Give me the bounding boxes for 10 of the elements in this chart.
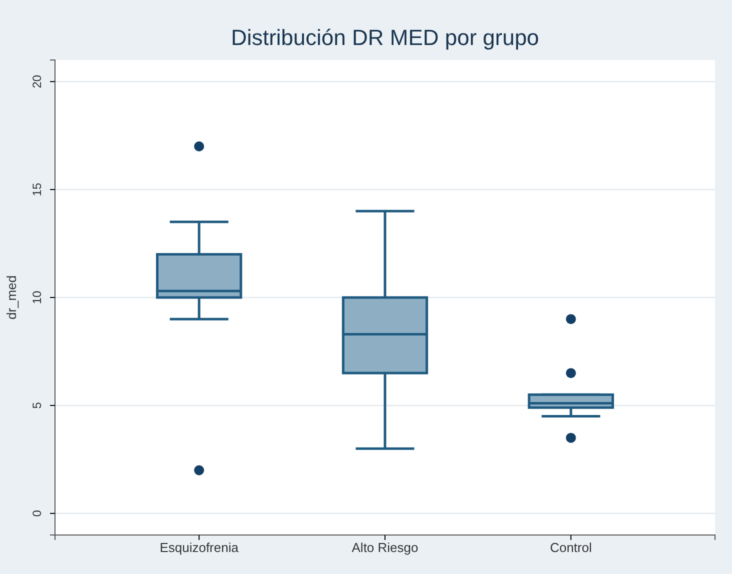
y-tick-label: 0 (30, 510, 44, 517)
x-tick-label: Control (550, 540, 592, 556)
y-axis-title: dr_med (4, 275, 19, 320)
chart-title: Distribución DR MED por grupo (230, 25, 540, 50)
x-tick-label: Esquizofrenia (160, 540, 240, 556)
y-tick-label: 15 (30, 182, 44, 196)
y-tick-label: 20 (30, 74, 44, 88)
x-tick-label: Alto Riesgo (352, 540, 418, 556)
y-tick-label: 10 (30, 290, 44, 304)
y-tick-label: 5 (30, 402, 44, 409)
